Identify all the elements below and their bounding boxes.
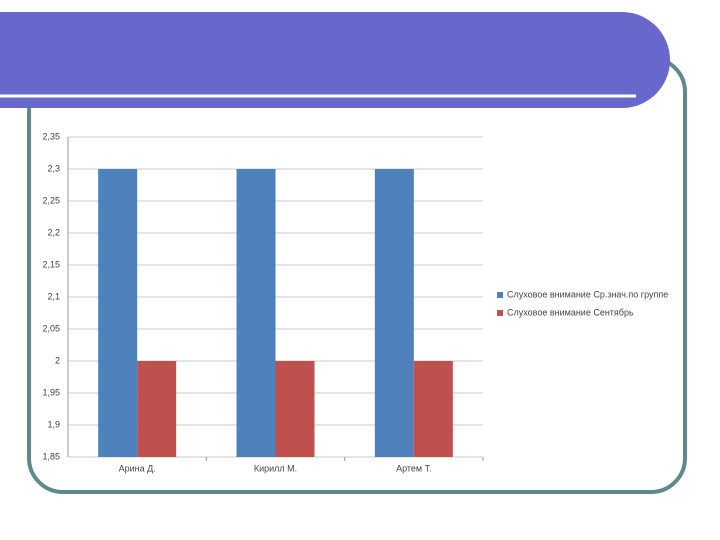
y-tick-label: 2,35	[42, 131, 60, 141]
y-tick-label: 2,05	[42, 323, 60, 333]
bar	[236, 169, 276, 457]
legend-label: Слуховое внимание Сентябрь	[507, 307, 634, 317]
bar	[413, 361, 453, 457]
y-tick-label: 1,9	[47, 419, 60, 429]
legend-swatch	[497, 310, 503, 316]
x-tick-label: Арина Д.	[119, 463, 156, 473]
bar	[98, 169, 138, 457]
x-tick-label: Кирилл М.	[254, 463, 297, 473]
x-tick-label: Артем Т.	[396, 463, 432, 473]
y-tick-label: 2,25	[42, 195, 60, 205]
y-tick-label: 2,15	[42, 259, 60, 269]
legend-swatch	[497, 292, 503, 298]
y-tick-label: 2,2	[47, 227, 60, 237]
bar	[374, 169, 414, 457]
legend-label: Слуховое внимание Ср.знач.по группе	[507, 289, 668, 299]
y-tick-label: 2	[55, 355, 60, 365]
header-band	[0, 12, 670, 108]
bar	[275, 361, 315, 457]
y-tick-label: 2,1	[47, 291, 60, 301]
y-tick-label: 1,85	[42, 451, 60, 461]
y-tick-label: 1,95	[42, 387, 60, 397]
bar	[137, 361, 177, 457]
y-tick-label: 2,3	[47, 163, 60, 173]
